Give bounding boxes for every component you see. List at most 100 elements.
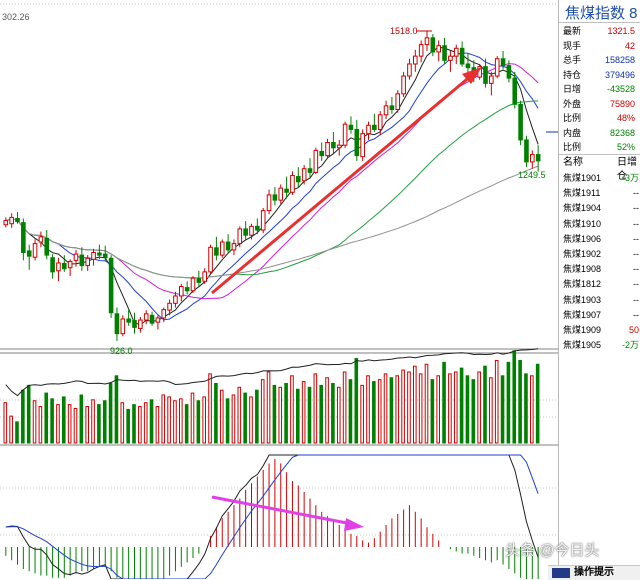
contract-row[interactable]: 焦煤1905 -2万	[563, 338, 640, 353]
volume-bar-up	[360, 384, 364, 444]
candle-up	[202, 271, 207, 282]
last-price-label: 1249.5	[518, 170, 546, 180]
contract-row[interactable]: 焦煤1902 --	[563, 247, 640, 262]
quote-value: 1321.5	[607, 26, 635, 36]
contract-change: --	[633, 309, 639, 320]
low-label: 926.0	[110, 346, 133, 356]
volume-bar-up	[489, 377, 493, 444]
contract-row[interactable]: 焦煤1907 --	[563, 308, 640, 323]
candle-down	[284, 188, 289, 193]
candle-up	[325, 142, 330, 157]
contract-row[interactable]: 焦煤1906 --	[563, 232, 640, 247]
quote-value: 52%	[616, 142, 635, 152]
contract-row[interactable]: 焦煤1909 50	[563, 323, 640, 338]
volume-bar-down	[372, 381, 376, 444]
quote-row: 总手 158258	[563, 53, 639, 67]
candle-down	[430, 37, 436, 53]
volume-bar-down	[524, 373, 528, 444]
contract-change: -3万	[621, 173, 639, 183]
volume-bar-up	[38, 406, 43, 444]
candle-down	[26, 250, 32, 257]
contract-name: 焦煤1906	[563, 233, 602, 244]
contract-row[interactable]: 焦煤1812 --	[563, 277, 640, 292]
contract-row[interactable]: 焦煤1908 --	[563, 262, 640, 277]
volume-bar-up	[278, 386, 283, 444]
volume-bar-down	[149, 399, 154, 444]
list-header-name: 名称	[563, 157, 583, 168]
volume-bar-up	[9, 415, 13, 444]
volume-bar-up	[383, 373, 388, 444]
contract-name: 焦煤1908	[563, 264, 602, 275]
volume-bar-down	[354, 358, 359, 444]
candle-down	[524, 139, 529, 163]
instrument-title: 焦煤指数 8	[565, 5, 638, 22]
candle-up	[290, 175, 295, 193]
quote-value: 42	[624, 40, 635, 51]
contract-change: --	[633, 188, 639, 199]
candle-down	[79, 254, 85, 267]
macd-dif-line	[5, 454, 539, 579]
volume-bar-down	[108, 382, 113, 444]
divergence-arrow	[211, 495, 364, 531]
volume-bar-down	[114, 375, 119, 444]
volume-bar-down	[442, 361, 446, 444]
volume-bar-down	[102, 400, 107, 444]
volume-bar-up	[453, 371, 458, 444]
tip-icon	[552, 568, 570, 578]
volume-bar-up	[202, 396, 206, 444]
candle-up	[120, 318, 126, 335]
contract-row[interactable]: 焦煤1901 -3万	[563, 171, 640, 186]
candle-down	[50, 257, 55, 273]
candle-up	[260, 210, 266, 231]
candle-down	[225, 241, 231, 251]
candle-up	[161, 309, 167, 319]
candle-down	[62, 263, 67, 270]
volume-bar-up	[155, 406, 160, 444]
candle-up	[138, 319, 143, 329]
volume-bar-down	[21, 389, 25, 444]
quote-row: 最新 1321.5	[563, 24, 639, 38]
contract-row[interactable]: 焦煤1911 --	[563, 186, 640, 201]
candle-up	[413, 55, 418, 65]
candle-up	[155, 317, 161, 323]
volume-bar-down	[471, 379, 476, 444]
volume-bar-down	[430, 379, 435, 444]
candle-up	[407, 63, 412, 77]
quote-row: 比例 48%	[563, 111, 639, 125]
volume-bar-up	[290, 375, 294, 444]
contract-name: 焦煤1910	[563, 218, 602, 229]
candle-down	[196, 278, 202, 283]
title-divider	[559, 22, 640, 23]
candle-up	[301, 168, 307, 182]
macd-histogram	[5, 454, 539, 579]
volume-bar-up	[395, 375, 400, 444]
volume-bar-down	[296, 388, 300, 444]
quote-value: 158258	[604, 55, 635, 65]
operation-tip-bar[interactable]: 操作提示	[548, 565, 640, 580]
contract-row[interactable]: 焦煤1910 --	[563, 217, 640, 232]
quote-value: 48%	[616, 113, 635, 123]
candle-up	[9, 216, 14, 225]
candle-up	[32, 243, 38, 258]
kline-chart-area[interactable]: 302.26 1518.0 926.0 1249.5	[0, 0, 558, 579]
candle-up	[383, 105, 389, 116]
volume-bar-down	[243, 392, 247, 444]
candle-down	[15, 217, 20, 223]
trend-arrow-up	[211, 67, 482, 295]
candle-down	[459, 47, 465, 65]
contract-row[interactable]: 焦煤1904 --	[563, 201, 640, 216]
volume-bar-up	[219, 389, 224, 444]
candle-up	[489, 75, 494, 84]
volume-bar-down	[214, 382, 218, 444]
quote-label: 比例	[563, 142, 582, 152]
contract-change: --	[633, 249, 639, 259]
candle-down	[102, 253, 108, 259]
quote-row: 比例 52%	[563, 140, 639, 154]
contract-row[interactable]: 焦煤1903 --	[563, 293, 640, 308]
quote-label: 总手	[563, 55, 582, 65]
volume-bar-up	[73, 407, 78, 444]
candle-up	[366, 124, 371, 135]
candle-down	[442, 45, 447, 61]
quote-label: 外盘	[563, 98, 582, 109]
candle-up	[167, 302, 172, 311]
